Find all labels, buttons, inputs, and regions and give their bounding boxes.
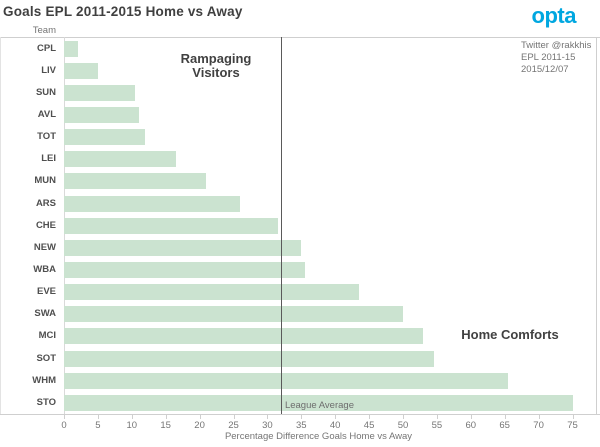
tick-mark-35 bbox=[301, 414, 303, 419]
x-axis-line bbox=[0, 414, 600, 415]
tick-mark-20 bbox=[199, 414, 201, 419]
row-label-sto: STO bbox=[36, 396, 56, 408]
tick-label-70: 70 bbox=[533, 420, 544, 431]
tick-mark-50 bbox=[403, 414, 404, 419]
annotation-rampaging-visitors: Rampaging Visitors bbox=[180, 51, 252, 80]
title-separator bbox=[0, 37, 600, 38]
row-label-swa: SWA bbox=[34, 308, 56, 320]
tick-label-60: 60 bbox=[465, 420, 477, 431]
chart-title: Goals EPL 2011-2015 Home vs Away bbox=[3, 4, 243, 19]
row-label-wba: WBA bbox=[33, 264, 56, 275]
bar-eve[interactable] bbox=[64, 284, 359, 301]
meta-twitter: Twitter @rakkhis bbox=[521, 40, 592, 51]
row-label-che: CHE bbox=[35, 219, 56, 231]
bar-cpl[interactable] bbox=[64, 40, 78, 57]
tick-mark-5 bbox=[97, 414, 99, 419]
meta-season: EPL 2011-15 bbox=[521, 52, 576, 63]
row-label-avl: AVL bbox=[37, 108, 56, 120]
tick-mark-40 bbox=[335, 414, 337, 419]
tick-label-25: 25 bbox=[228, 420, 239, 431]
tick-label-0: 0 bbox=[61, 420, 67, 431]
league-average-line bbox=[281, 37, 282, 414]
bar-lei[interactable] bbox=[64, 151, 176, 168]
row-label-eve: EVE bbox=[36, 286, 56, 298]
row-label-sun: SUN bbox=[35, 86, 56, 98]
x-axis-title: Percentage Difference Goals Home vs Away bbox=[224, 431, 413, 442]
tick-mark-15 bbox=[165, 414, 167, 419]
bar-ars[interactable] bbox=[64, 195, 241, 212]
tick-label-75: 75 bbox=[567, 420, 578, 431]
row-label-sot: SOT bbox=[36, 352, 56, 364]
tick-mark-0 bbox=[64, 414, 65, 419]
bar-whm[interactable] bbox=[64, 372, 509, 389]
tick-label-5: 5 bbox=[95, 420, 101, 431]
tick-mark-25 bbox=[233, 414, 235, 419]
meta-caption: Twitter @rakkhis EPL 2011-15 2015/12/07 bbox=[521, 40, 591, 76]
opta-logo: opta bbox=[531, 3, 577, 28]
tick-label-40: 40 bbox=[329, 420, 341, 431]
annotation-home-comforts: Home Comforts bbox=[461, 327, 559, 342]
tick-label-20: 20 bbox=[194, 420, 205, 431]
row-label-tot: TOT bbox=[37, 131, 56, 143]
tick-label-35: 35 bbox=[296, 420, 307, 431]
tick-label-65: 65 bbox=[499, 420, 510, 431]
bar-tot[interactable] bbox=[64, 129, 146, 146]
tick-mark-75 bbox=[572, 414, 574, 419]
tick-label-45: 45 bbox=[363, 420, 375, 431]
bar-mun[interactable] bbox=[64, 173, 207, 190]
bar-swa[interactable] bbox=[64, 306, 403, 323]
bar-new[interactable] bbox=[64, 239, 302, 256]
tick-label-15: 15 bbox=[160, 420, 171, 431]
row-label-mun: MUN bbox=[34, 175, 56, 187]
bar-che[interactable] bbox=[64, 217, 278, 234]
tick-label-30: 30 bbox=[262, 420, 273, 431]
tick-mark-60 bbox=[470, 414, 472, 419]
bar-sto[interactable] bbox=[64, 394, 573, 411]
tick-mark-10 bbox=[131, 414, 133, 419]
tick-label-10: 10 bbox=[126, 420, 138, 431]
bar-mci[interactable] bbox=[64, 328, 424, 345]
tick-label-55: 55 bbox=[431, 420, 443, 431]
tick-label-50: 50 bbox=[397, 420, 409, 431]
bar-wba[interactable] bbox=[64, 262, 305, 278]
row-label-ars: ARS bbox=[35, 197, 56, 209]
row-label-mci: MCI bbox=[38, 330, 56, 342]
tick-mark-45 bbox=[369, 414, 371, 419]
plot-left-border bbox=[0, 37, 1, 414]
bar-sun[interactable] bbox=[64, 84, 136, 101]
bar-sot[interactable] bbox=[64, 350, 434, 367]
row-label-whm: WHM bbox=[32, 374, 56, 386]
bar-liv[interactable] bbox=[64, 62, 98, 79]
plot-right-border bbox=[596, 37, 597, 414]
league-average-label: League Average bbox=[284, 400, 354, 411]
meta-date: 2015/12/07 bbox=[521, 64, 569, 75]
row-label-liv: LIV bbox=[41, 64, 56, 76]
row-label-lei: LEI bbox=[41, 153, 56, 165]
tick-mark-30 bbox=[267, 414, 269, 419]
tick-mark-55 bbox=[436, 414, 438, 419]
tick-mark-65 bbox=[504, 414, 506, 419]
row-label-cpl: CPL bbox=[37, 42, 56, 54]
bar-avl[interactable] bbox=[64, 106, 139, 123]
row-label-new: NEW bbox=[33, 241, 56, 253]
row-header-team: Team bbox=[32, 25, 56, 36]
tick-mark-70 bbox=[538, 414, 540, 419]
